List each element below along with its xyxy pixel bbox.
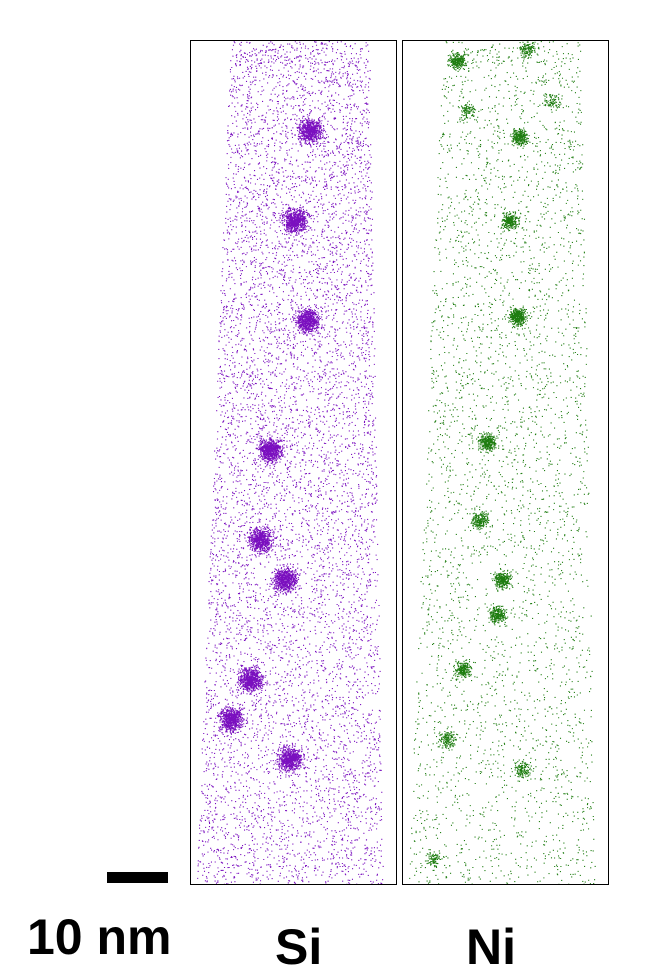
si-atom-map [190, 40, 397, 885]
ni-atom-cloud [409, 41, 596, 884]
si-atom-cloud [197, 41, 384, 884]
si-map-label: Si [275, 919, 323, 975]
ni-map-label: Ni [466, 919, 516, 975]
scale-bar [107, 872, 168, 883]
ni-atom-map [402, 40, 609, 885]
scale-bar-label: 10 nm [27, 909, 172, 965]
